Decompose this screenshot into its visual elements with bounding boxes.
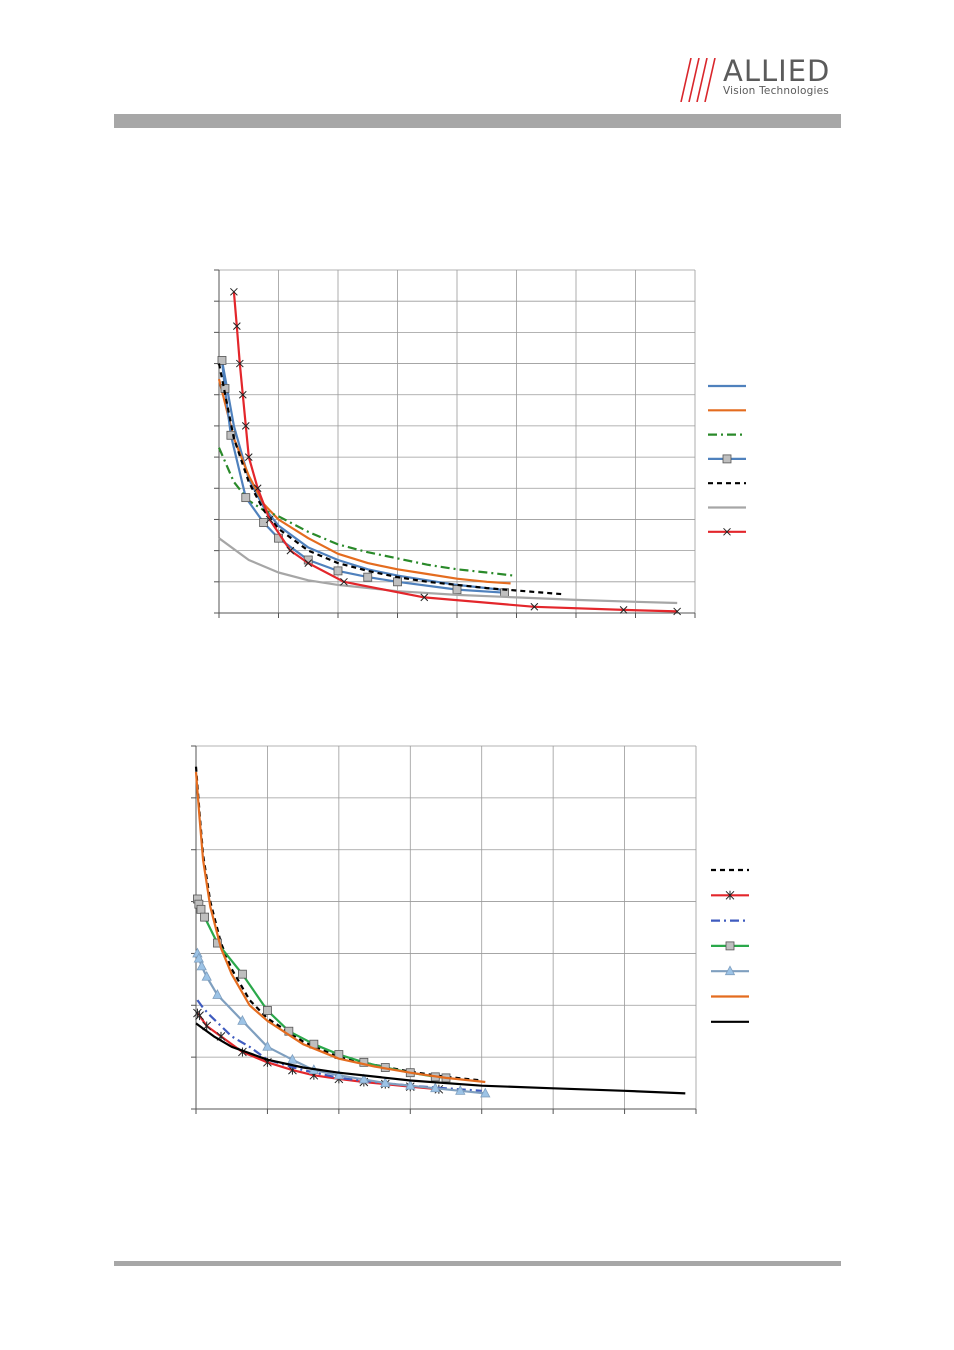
brand-name: ALLIED (723, 54, 831, 88)
chart2-series-4-point (213, 938, 222, 948)
chart2-series-5-point (405, 1079, 416, 1090)
chart1-series-2-line (217, 378, 511, 585)
chart1-series-7-point (530, 602, 539, 611)
chart2-series-4-point (196, 904, 206, 914)
chart2-series-5-point (237, 1014, 248, 1025)
chart2-legend-marker-2 (725, 890, 735, 900)
chart2-series-6-line (194, 771, 486, 1084)
chart1-series-7-point (286, 546, 295, 555)
chart1-series-4-point (363, 572, 373, 582)
header-rule (114, 114, 841, 128)
chart1-series-7-point (265, 515, 274, 524)
chart1-series-4-point (452, 585, 462, 595)
chart1-series-7-point (230, 287, 238, 296)
chart2-series-5-line (196, 953, 486, 1095)
chart1-series-4-point (259, 518, 269, 527)
chart1-series-4-point (241, 493, 251, 503)
chart1-series-7-point (238, 390, 247, 399)
chart2-series-4-point (263, 1006, 272, 1015)
chart1-series-7-point (253, 484, 262, 493)
chart1-series-4-point (333, 566, 343, 576)
chart2-series-5-point (196, 960, 207, 971)
chart1-series-4-line (220, 360, 505, 594)
logo-slashes-icon (680, 58, 716, 102)
chart2-series-4-point (200, 912, 209, 922)
footer-rule (114, 1261, 841, 1266)
chart1-series-7-point (235, 359, 244, 368)
chart1-series-7-point (304, 559, 313, 567)
chart2-series-5-point (287, 1053, 298, 1064)
chart2-series-5-point (455, 1084, 466, 1095)
chart2-series-7-line (195, 1022, 686, 1095)
chart2-series-5-point (358, 1073, 370, 1084)
chart1-series-7-point (619, 606, 628, 614)
chart2-series-5-point (193, 952, 205, 963)
chart2-series-3-line (196, 999, 482, 1092)
allied-logo: ALLIED Vision Technologies (680, 54, 845, 102)
chart1-series-7-point (340, 577, 348, 586)
chart2-series-5-point (480, 1087, 491, 1098)
chart2-series-5-point (430, 1082, 441, 1093)
brand-tagline: Vision Technologies (723, 85, 829, 97)
chart1-series-5-line (217, 363, 565, 596)
chart1-series-7-point (241, 422, 250, 430)
chart2-legend-marker-5 (724, 965, 736, 976)
chart2-plot-area (196, 746, 696, 1109)
chart1-series-7-point (420, 593, 429, 602)
chart1-series-7-point (244, 453, 253, 461)
chart2-series-2-point (195, 1011, 204, 1021)
chart2-series-4-point (238, 969, 247, 979)
chart1-series-4-point (393, 577, 402, 587)
chart1-series-4-point (217, 356, 227, 365)
chart2-series-5-point (380, 1077, 391, 1087)
chart2-series-5-point (212, 989, 223, 999)
chart1-legend-marker-7 (723, 527, 731, 536)
chart1-series-4-point (226, 430, 236, 440)
chart1-series-7-point (232, 322, 241, 330)
chart2-series-5-point (201, 970, 212, 981)
chart2-legend-marker-4 (725, 941, 735, 951)
chart1-legend-marker-4 (722, 454, 732, 464)
chart1-series-7-point (673, 607, 682, 616)
chart2-series-5-point (262, 1040, 273, 1051)
chart2-series-5-point (333, 1069, 345, 1080)
